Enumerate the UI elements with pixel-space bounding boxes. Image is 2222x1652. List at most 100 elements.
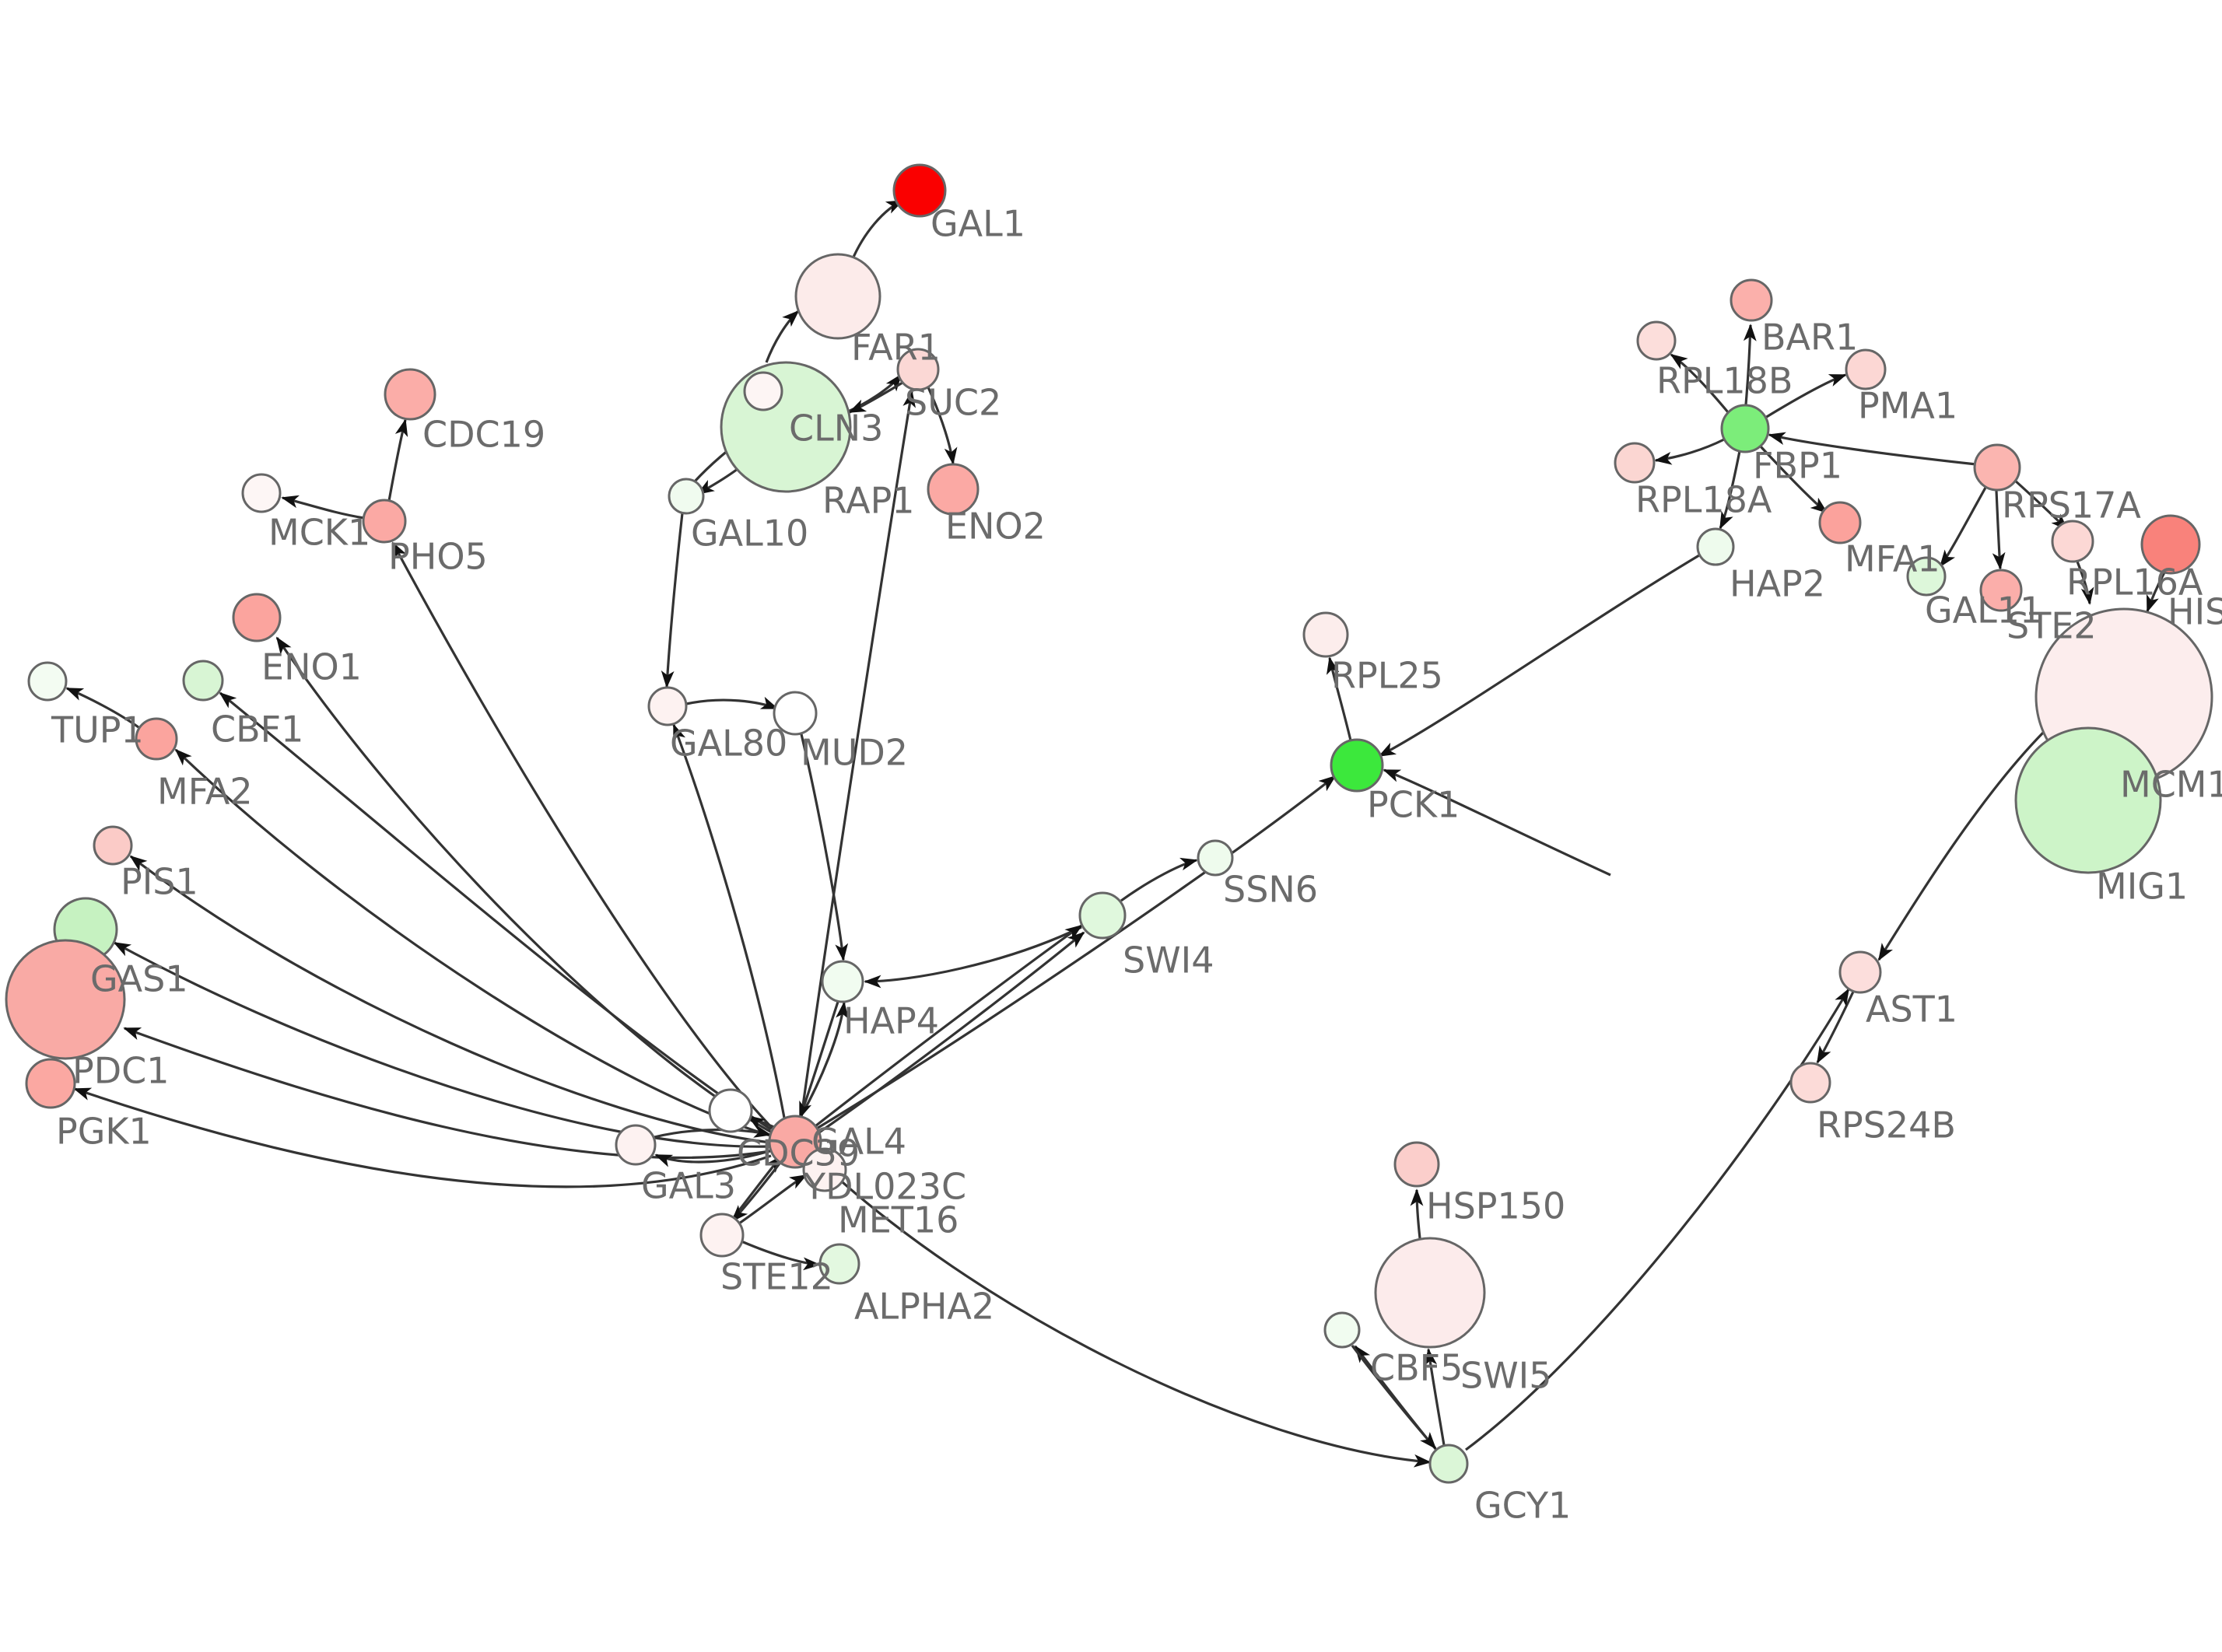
node-mck1[interactable] bbox=[241, 473, 282, 513]
node-rps24b[interactable] bbox=[1789, 1062, 1831, 1104]
node-gal3[interactable] bbox=[615, 1124, 657, 1166]
node-label-eno1: ENO1 bbox=[261, 646, 362, 688]
node-label-mfa1: MFA1 bbox=[1845, 538, 1940, 580]
edge-gal4-to-pck1 bbox=[815, 775, 1337, 1131]
node-pis1[interactable] bbox=[93, 825, 133, 866]
node-label-alpha2: ALPHA2 bbox=[854, 1286, 994, 1328]
node-label-met16: MET16 bbox=[838, 1199, 959, 1241]
node-pdc1[interactable] bbox=[5, 939, 126, 1060]
node-ydl023c[interactable] bbox=[802, 1147, 847, 1192]
node-label-ssn6: SSN6 bbox=[1223, 869, 1318, 911]
edge-gal4-to-gal80 bbox=[672, 723, 786, 1118]
node-gcy1[interactable] bbox=[1428, 1444, 1469, 1484]
edge-ast1-to-pck1 bbox=[1383, 768, 1611, 877]
node-far1[interactable] bbox=[794, 253, 881, 340]
node-eno1[interactable] bbox=[232, 593, 282, 642]
node-label-pho5: PHO5 bbox=[388, 536, 488, 578]
node-pma1[interactable] bbox=[1845, 348, 1887, 390]
node-label-gal4: GAL4 bbox=[811, 1121, 906, 1163]
edge-fbp1-to-rpl18b bbox=[1670, 353, 1730, 414]
node-label-gal1: GAL1 bbox=[931, 203, 1025, 245]
node-label-rpl16a: RPL16A bbox=[2066, 562, 2203, 604]
edge-swi5-to-hsp150 bbox=[1410, 1188, 1424, 1239]
node-mfa1[interactable] bbox=[1818, 501, 1862, 544]
edge-gal10-to-gal80 bbox=[661, 513, 684, 688]
node-rps17a[interactable] bbox=[1973, 443, 2021, 492]
edge-ste12-to-alpha2 bbox=[741, 1240, 821, 1271]
node-label-far1: FAR1 bbox=[851, 327, 941, 369]
node-gal80[interactable] bbox=[647, 686, 688, 726]
node-bar1[interactable] bbox=[1730, 278, 1773, 322]
node-pck1[interactable] bbox=[1330, 738, 1384, 793]
node-cbf1[interactable] bbox=[182, 660, 224, 702]
edge-fbp1-to-hap2 bbox=[1719, 450, 1741, 530]
edge-gal4-to-suc2 bbox=[800, 390, 916, 1118]
node-tup1[interactable] bbox=[27, 661, 68, 702]
node-ste2[interactable] bbox=[1979, 569, 2023, 612]
edge-rps17a-to-fbp1 bbox=[1768, 432, 1977, 466]
node-cdc19[interactable] bbox=[384, 368, 436, 421]
node-label-cln3: CLN3 bbox=[789, 408, 883, 450]
edge-fbp1-to-rpl18a bbox=[1654, 438, 1725, 465]
node-ast1[interactable] bbox=[1838, 950, 1882, 994]
node-fbp1[interactable] bbox=[1720, 404, 1770, 453]
node-rpl18a[interactable] bbox=[1614, 442, 1656, 484]
node-label-mud2: MUD2 bbox=[801, 732, 908, 774]
node-gal10[interactable] bbox=[668, 478, 705, 515]
edge-pho5-to-mck1 bbox=[281, 495, 365, 520]
node-label-swi5: SWI5 bbox=[1460, 1355, 1552, 1397]
edge-gal4-to-pgk1 bbox=[73, 1087, 772, 1188]
node-mig1[interactable] bbox=[2014, 726, 2162, 874]
edge-gal4-to-pho5 bbox=[391, 541, 775, 1131]
node-eno2[interactable] bbox=[927, 463, 980, 516]
node-label-pck1: PCK1 bbox=[1367, 784, 1460, 826]
edge-gal4-to-gas1 bbox=[113, 941, 771, 1148]
node-hap2[interactable] bbox=[1696, 527, 1735, 566]
node-label-mfa2: MFA2 bbox=[157, 771, 253, 813]
edge-mfa2-to-tup1 bbox=[65, 687, 139, 729]
node-layer[interactable] bbox=[5, 163, 2213, 1484]
node-pgk1[interactable] bbox=[25, 1058, 76, 1109]
node-label-suc2: SUC2 bbox=[905, 382, 1001, 424]
node-his4[interactable] bbox=[2140, 514, 2201, 575]
node-suc2[interactable] bbox=[896, 348, 940, 391]
node-label-gas1: GAS1 bbox=[90, 958, 188, 1000]
node-label-gal10: GAL10 bbox=[691, 513, 808, 555]
node-cbf5[interactable] bbox=[1323, 1311, 1361, 1349]
node-hsp150[interactable] bbox=[1393, 1141, 1440, 1188]
node-gal1[interactable] bbox=[892, 163, 947, 218]
node-label-pdc1: PDC1 bbox=[72, 1050, 170, 1092]
node-ssn6[interactable] bbox=[1197, 839, 1234, 877]
node-gal11[interactable] bbox=[1906, 556, 1947, 597]
edge-cbf5-to-gcy1 bbox=[1351, 1345, 1437, 1450]
node-rpl25[interactable] bbox=[1302, 611, 1349, 658]
edge-gal4-to-gcy1 bbox=[815, 1157, 1432, 1468]
node-label-ste12: STE12 bbox=[720, 1256, 833, 1298]
node-alpha2[interactable] bbox=[818, 1243, 860, 1285]
node-label-gal3: GAL3 bbox=[641, 1165, 736, 1207]
node-mfa2[interactable] bbox=[135, 717, 178, 761]
node-pho5[interactable] bbox=[362, 499, 407, 544]
node-label-cdc19: CDC19 bbox=[422, 414, 545, 456]
node-hap4[interactable] bbox=[821, 960, 864, 1003]
node-swi4[interactable] bbox=[1078, 891, 1127, 940]
node-label-gal11: GAL11 bbox=[1925, 590, 2042, 632]
node-gal4[interactable] bbox=[768, 1115, 822, 1169]
node-label-rpl18b: RPL18B bbox=[1656, 360, 1793, 402]
edge-gal4-to-gal3 bbox=[654, 1149, 773, 1167]
node-cdc39[interactable] bbox=[708, 1088, 753, 1133]
edge-gcy1-to-ast1 bbox=[1465, 988, 1850, 1451]
node-rpl18b[interactable] bbox=[1636, 320, 1677, 361]
node-rap1[interactable] bbox=[743, 371, 783, 411]
node-rpl16a[interactable] bbox=[2051, 520, 2094, 563]
node-swi5[interactable] bbox=[1374, 1237, 1486, 1349]
node-label-ast1: AST1 bbox=[1866, 989, 1957, 1031]
node-label-tup1: TUP1 bbox=[51, 709, 144, 751]
edge-fbp1-to-mfa1 bbox=[1758, 444, 1828, 514]
edge-swi4-to-hap4 bbox=[864, 926, 1082, 989]
node-mud2[interactable] bbox=[773, 691, 818, 736]
edge-hap4-to-gal4 bbox=[798, 1001, 839, 1119]
edge-gal4-to-pdc1 bbox=[123, 1027, 771, 1160]
node-ste12[interactable] bbox=[699, 1213, 745, 1258]
